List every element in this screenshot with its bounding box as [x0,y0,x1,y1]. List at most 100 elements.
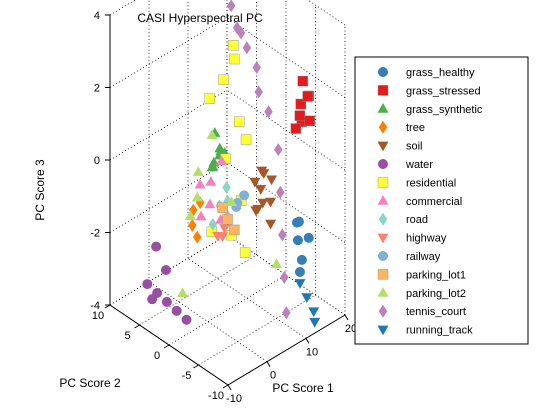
legend-label: tennis_court [406,306,466,318]
legend-marker [377,85,389,96]
data-point [204,93,216,104]
z-tick-label: -4 [90,300,100,312]
data-point [160,265,171,275]
legend-entry-water[interactable]: water [378,159,433,171]
legend-label: highway [406,233,447,245]
data-point [226,0,236,13]
legend-entry-soil[interactable]: soil [377,141,423,153]
legend-marker [378,67,388,77]
data-point [257,198,269,209]
legend-marker [377,195,389,205]
data-point [194,178,206,189]
legend-label: residential [406,177,456,189]
data-point [242,41,252,55]
legend-entry-grass-healthy[interactable]: grass_healthy [378,67,475,79]
legend-label: grass_stressed [406,85,481,97]
data-point [294,266,305,277]
data-point [303,232,314,243]
data-point [229,224,240,236]
legend-marker [377,287,389,297]
data-point [192,166,204,176]
legend-label: water [405,159,433,171]
y-tick-mark [222,384,229,389]
series-parking-lot2 [177,129,282,298]
data-point [249,177,261,188]
data-point [252,204,264,215]
data-point [292,235,303,246]
legend-label: parking_lot2 [406,288,466,300]
legend-entry-parking-lot1[interactable]: parking_lot1 [377,269,466,281]
data-point [206,161,218,172]
data-point [291,217,302,228]
legend-entry-grass-stressed[interactable]: grass_stressed [377,85,481,97]
data-point [264,105,273,119]
series-grass-healthy [291,216,314,277]
grid-line [226,89,346,171]
legend-entry-road[interactable]: road [378,212,428,227]
legend: grass_healthy grass_stressed grass_synthet… [354,56,529,345]
data-point [280,270,289,284]
data-point [208,217,218,231]
data-point [216,155,228,165]
legend-entry-running-track[interactable]: running_track [377,325,474,337]
x-tick-label: -10 [226,393,242,405]
legend-entry-tree[interactable]: tree [378,120,425,135]
data-point [297,75,308,87]
grid-line [109,17,228,88]
data-point [258,169,270,180]
legend-entry-highway[interactable]: highway [377,233,447,245]
y-tick-label: -10 [208,390,224,402]
data-point [205,176,217,186]
legend-entry-commercial[interactable]: commercial [377,195,463,208]
axes [104,14,349,391]
legend-entry-tennis-court[interactable]: tennis_court [378,304,466,319]
data-point [217,232,229,243]
x-tick-mark [305,338,310,344]
legend-entry-parking-lot2[interactable]: parking_lot2 [377,287,466,300]
data-point [271,258,282,268]
data-point [191,191,203,202]
data-point [192,230,202,244]
series-commercial [194,155,228,224]
data-point [171,305,182,316]
data-point [278,228,287,242]
data-point [214,142,226,153]
y-tick-mark [134,324,140,329]
data-point [232,21,242,35]
y-tick-mark [193,364,199,369]
data-point [217,202,228,213]
series-highway [212,224,231,243]
legend-entry-grass-synthetic[interactable]: grass_synthetic [377,103,483,116]
data-point [184,210,196,220]
legend-marker [378,304,388,318]
y-tick-label: 5 [124,330,130,342]
data-point [233,116,245,127]
legend-marker [377,141,389,152]
x-tick-label: 0 [270,370,276,382]
x-tick-mark [266,361,271,367]
legend-entry-railway[interactable]: railway [378,251,441,263]
legend-label: road [406,214,428,226]
legend-label: railway [406,251,441,263]
x-tick-mark [344,314,349,321]
data-point [218,74,229,86]
legend-marker [378,120,388,134]
data-point [181,314,192,325]
data-point [294,110,306,121]
data-point [265,219,277,230]
data-point [188,218,197,232]
legend-entry-residential[interactable]: residential [377,177,456,189]
series-grass-stressed [290,75,315,134]
data-point [225,196,237,207]
data-point [228,40,239,51]
legend-label: grass_healthy [406,67,475,79]
data-point [147,294,158,305]
z-tick-label: 0 [94,155,100,167]
data-point [254,85,263,99]
data-point [294,279,306,289]
legend-label: parking_lot1 [406,269,466,281]
data-point [301,293,313,303]
x-tick-label: 20 [345,323,357,335]
data-point [239,190,250,201]
data-point [302,91,313,102]
